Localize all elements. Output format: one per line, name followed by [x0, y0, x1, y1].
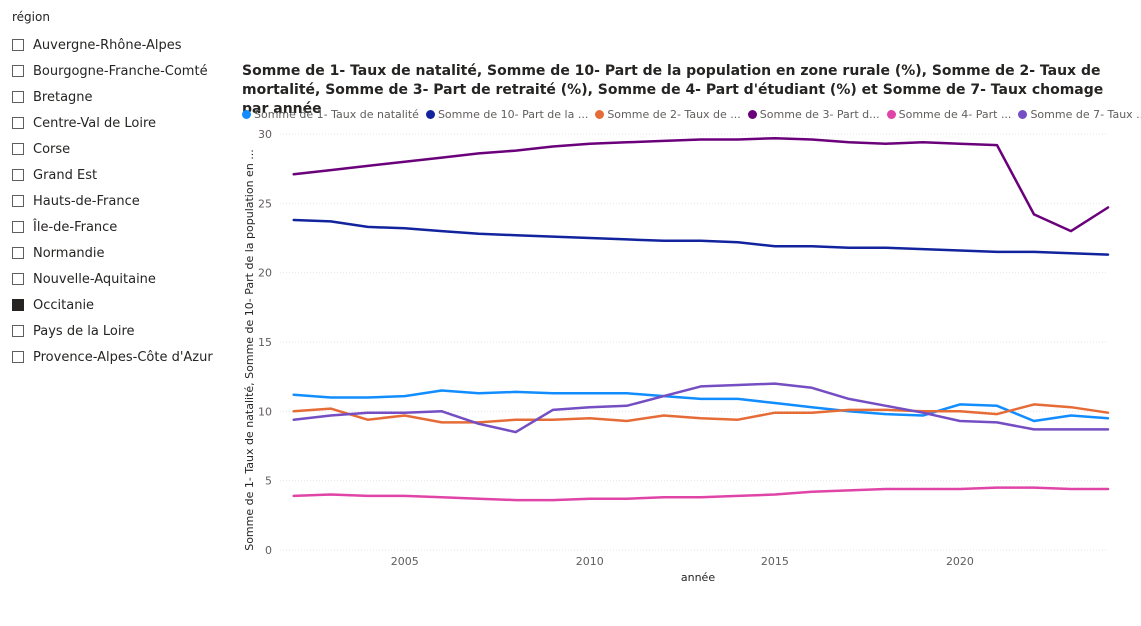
series-line	[292, 486, 1110, 502]
legend-label: Somme de 2- Taux de ...	[607, 107, 741, 121]
slicer-item-label: Bourgogne-Franche-Comté	[33, 63, 208, 79]
y-tick-label: 20	[258, 267, 272, 280]
y-tick-label: 15	[258, 336, 272, 349]
slicer-item[interactable]: Auvergne-Rhône-Alpes	[12, 32, 232, 58]
legend-label: Somme de 3- Part d...	[759, 107, 880, 121]
legend-label: Somme de 4- Part ...	[898, 107, 1012, 121]
series-line	[292, 382, 1110, 434]
slicer-item[interactable]: Pays de la Loire	[12, 318, 232, 344]
slicer-item-label: Pays de la Loire	[33, 323, 135, 339]
slicer-item[interactable]: Île-de-France	[12, 214, 232, 240]
slicer-item-label: Nouvelle-Aquitaine	[33, 271, 156, 287]
series-line	[292, 218, 1110, 256]
slicer-item[interactable]: Grand Est	[12, 162, 232, 188]
slicer-checkbox[interactable]	[12, 65, 24, 77]
legend-marker	[747, 109, 757, 119]
slicer-item[interactable]: Occitanie	[12, 292, 232, 318]
chart-plot: 0 5 10 15 20 25 30 2005 2010 2015 2020 année Somme d…	[243, 128, 1110, 584]
legend-marker	[242, 109, 251, 119]
legend-marker	[1018, 109, 1028, 119]
slicer-item-label: Île-de-France	[33, 219, 118, 235]
legend-item[interactable]: Somme de 1- Taux de natalité	[242, 108, 419, 121]
slicer-checkbox[interactable]	[12, 325, 24, 337]
chart-title: Somme de 1- Taux de natalité, Somme de 1…	[242, 63, 1104, 117]
legend-item[interactable]: Somme de 4- Part ...	[886, 107, 1012, 121]
legend-marker	[595, 109, 605, 119]
slicer-item-label: Corse	[33, 141, 71, 157]
series-line	[292, 403, 1110, 424]
y-tick-label: 5	[265, 475, 272, 488]
slicer-item-label: Normandie	[33, 245, 105, 261]
y-tick-label: 30	[258, 128, 272, 141]
slicer-checkbox[interactable]	[12, 247, 24, 259]
slicer-checkbox[interactable]	[12, 351, 24, 363]
slicer-item-label: Centre-Val de Loire	[33, 115, 157, 131]
slicer-checkbox[interactable]	[12, 91, 24, 103]
legend-marker	[425, 109, 435, 119]
slicer-item-label: Bretagne	[33, 89, 93, 105]
chart-legend: Somme de 1- Taux de natalité Somme de 10-…	[242, 106, 1141, 122]
legend-label: Somme de 10- Part de la ...	[437, 107, 589, 121]
slicer-item[interactable]: Normandie	[12, 240, 232, 266]
slicer-item-label: Provence-Alpes-Côte d'Azur	[33, 349, 213, 365]
x-tick-label: 2005	[391, 555, 419, 568]
slicer-checkbox[interactable]	[12, 169, 24, 181]
slicer-checkbox[interactable]	[12, 221, 24, 233]
slicer-checkbox[interactable]	[12, 273, 24, 285]
slicer-item-label: Hauts-de-France	[33, 193, 140, 209]
slicer-checkbox[interactable]	[12, 299, 24, 311]
legend-label: Somme de 1- Taux de natalité	[254, 107, 419, 121]
slicer-item-label: Auvergne-Rhône-Alpes	[33, 37, 182, 53]
region-slicer: région Auvergne-Rhône-Alpes Bourgogne-Fra…	[12, 10, 232, 370]
slicer-checkbox[interactable]	[12, 143, 24, 155]
slicer-item-label: Grand Est	[33, 167, 98, 183]
x-tick-label: 2020	[946, 555, 974, 568]
legend-item[interactable]: Somme de 7- Taux ...	[1018, 108, 1141, 121]
x-tick-label: 2015	[761, 555, 789, 568]
y-tick-label: 0	[265, 544, 272, 557]
slicer-item[interactable]: Bourgogne-Franche-Comté	[12, 58, 232, 84]
series-line	[292, 136, 1110, 233]
legend-item[interactable]: Somme de 3- Part d...	[747, 107, 880, 121]
slicer-title: région	[12, 10, 50, 24]
legend-item[interactable]: Somme de 10- Part de la ...	[425, 107, 589, 121]
x-tick-label: 2010	[576, 555, 604, 568]
y-tick-label: 25	[258, 197, 272, 210]
slicer-list: Auvergne-Rhône-Alpes Bourgogne-Franche-Co…	[12, 32, 232, 370]
slicer-checkbox[interactable]	[12, 117, 24, 129]
line-chart-visual[interactable]: Somme de 1- Taux de natalité, Somme de 1…	[238, 58, 1141, 618]
slicer-item[interactable]: Corse	[12, 136, 232, 162]
slicer-item[interactable]: Bretagne	[12, 84, 232, 110]
slicer-item[interactable]: Centre-Val de Loire	[12, 110, 232, 136]
legend-label: Somme de 7- Taux ...	[1030, 107, 1141, 121]
slicer-item-label: Occitanie	[33, 297, 95, 313]
y-axis-title: Somme de 1- Taux de natalité, Somme de 1…	[243, 149, 256, 551]
series-line	[292, 389, 1110, 423]
legend-item[interactable]: Somme de 2- Taux de ...	[595, 107, 741, 121]
slicer-checkbox[interactable]	[12, 39, 24, 51]
slicer-item[interactable]: Hauts-de-France	[12, 188, 232, 214]
legend-marker	[886, 109, 896, 119]
slicer-checkbox[interactable]	[12, 195, 24, 207]
x-axis-title: année	[681, 571, 715, 584]
slicer-item[interactable]: Provence-Alpes-Côte d'Azur	[12, 344, 232, 370]
y-tick-label: 10	[258, 405, 272, 418]
slicer-item[interactable]: Nouvelle-Aquitaine	[12, 266, 232, 292]
